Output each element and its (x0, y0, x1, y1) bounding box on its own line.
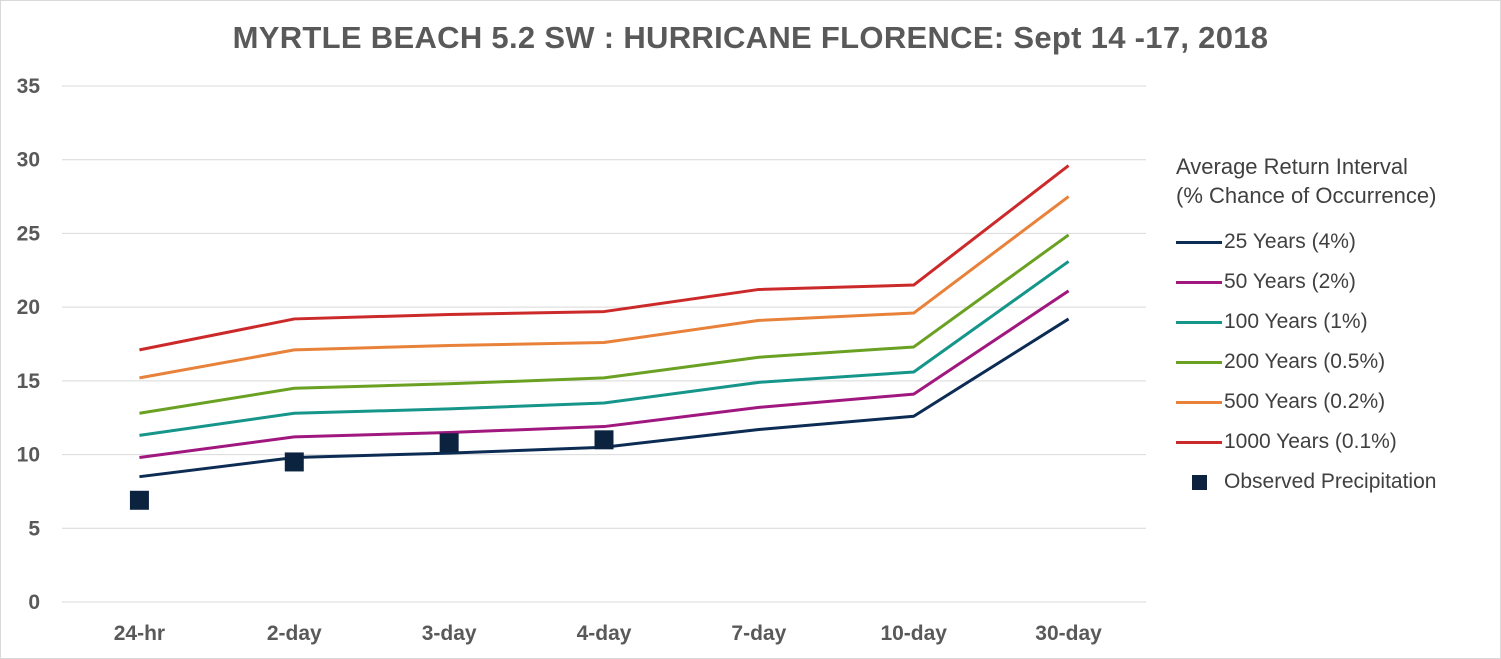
series-line (139, 289, 1070, 460)
x-tick-label: 30-day (1035, 622, 1102, 645)
series-line (139, 195, 1070, 380)
legend-item-200-years: 200 Years (0.5%) (1176, 342, 1436, 382)
legend-swatch (1176, 440, 1222, 444)
series-line (139, 233, 1070, 415)
y-tick-label: 30 (17, 149, 40, 172)
legend-swatch (1176, 320, 1222, 324)
y-tick-label: 0 (28, 591, 40, 614)
legend-label: 50 Years (2%) (1224, 270, 1356, 293)
legend-item-observed: Observed Precipitation (1176, 462, 1436, 502)
x-tick-label: 10-day (880, 622, 947, 645)
series-line (139, 260, 1070, 437)
x-tick-label: 3-day (422, 622, 477, 645)
y-tick-label: 15 (17, 370, 41, 393)
legend-title-line-1: Average Return Interval (1176, 154, 1408, 179)
legend-swatch (1176, 280, 1222, 284)
x-tick-label: 4-day (577, 622, 632, 645)
x-tick-label: 2-day (267, 622, 322, 645)
observed-point (129, 490, 149, 510)
legend-label: 500 Years (0.2%) (1224, 390, 1386, 413)
legend-label: 1000 Years (0.1%) (1224, 430, 1397, 453)
x-tick-label: 7-day (731, 622, 786, 645)
legend-item-50-years: 50 Years (2%) (1176, 262, 1436, 302)
legend-item-25-years: 25 Years (4%) (1176, 222, 1436, 262)
legend-label: 200 Years (0.5%) (1224, 350, 1386, 373)
observed-point (439, 433, 459, 453)
legend-item-500-years: 500 Years (0.2%) (1176, 382, 1436, 422)
x-tick-label: 24-hr (114, 622, 165, 645)
y-tick-label: 20 (17, 296, 40, 319)
chart-title: MYRTLE BEACH 5.2 SW : HURRICANE FLORENCE… (232, 20, 1269, 55)
legend-label: 100 Years (1%) (1224, 310, 1368, 333)
legend-item-100-years: 100 Years (1%) (1176, 302, 1436, 342)
legend-label: 25 Years (4%) (1224, 230, 1356, 253)
observed-point (284, 452, 304, 472)
legend-swatch (1176, 240, 1222, 244)
legend-title-line-2: (% Chance of Occurrence) (1176, 183, 1437, 208)
legend: 25 Years (4%) 50 Years (2%) 100 Years (1… (1176, 222, 1436, 502)
legend-swatch (1176, 360, 1222, 364)
y-tick-label: 35 (17, 75, 41, 98)
legend-title: Average Return Interval (% Chance of Occ… (1176, 152, 1436, 210)
y-tick-label: 5 (28, 517, 40, 540)
y-tick-label: 10 (17, 444, 40, 467)
observed-point (594, 430, 614, 450)
legend-swatch-marker (1192, 474, 1207, 490)
legend-label: Observed Precipitation (1224, 470, 1437, 493)
series-line (139, 164, 1070, 352)
y-tick-label: 25 (17, 222, 41, 245)
legend-item-1000-years: 1000 Years (0.1%) (1176, 422, 1436, 462)
legend-swatch (1176, 400, 1222, 404)
